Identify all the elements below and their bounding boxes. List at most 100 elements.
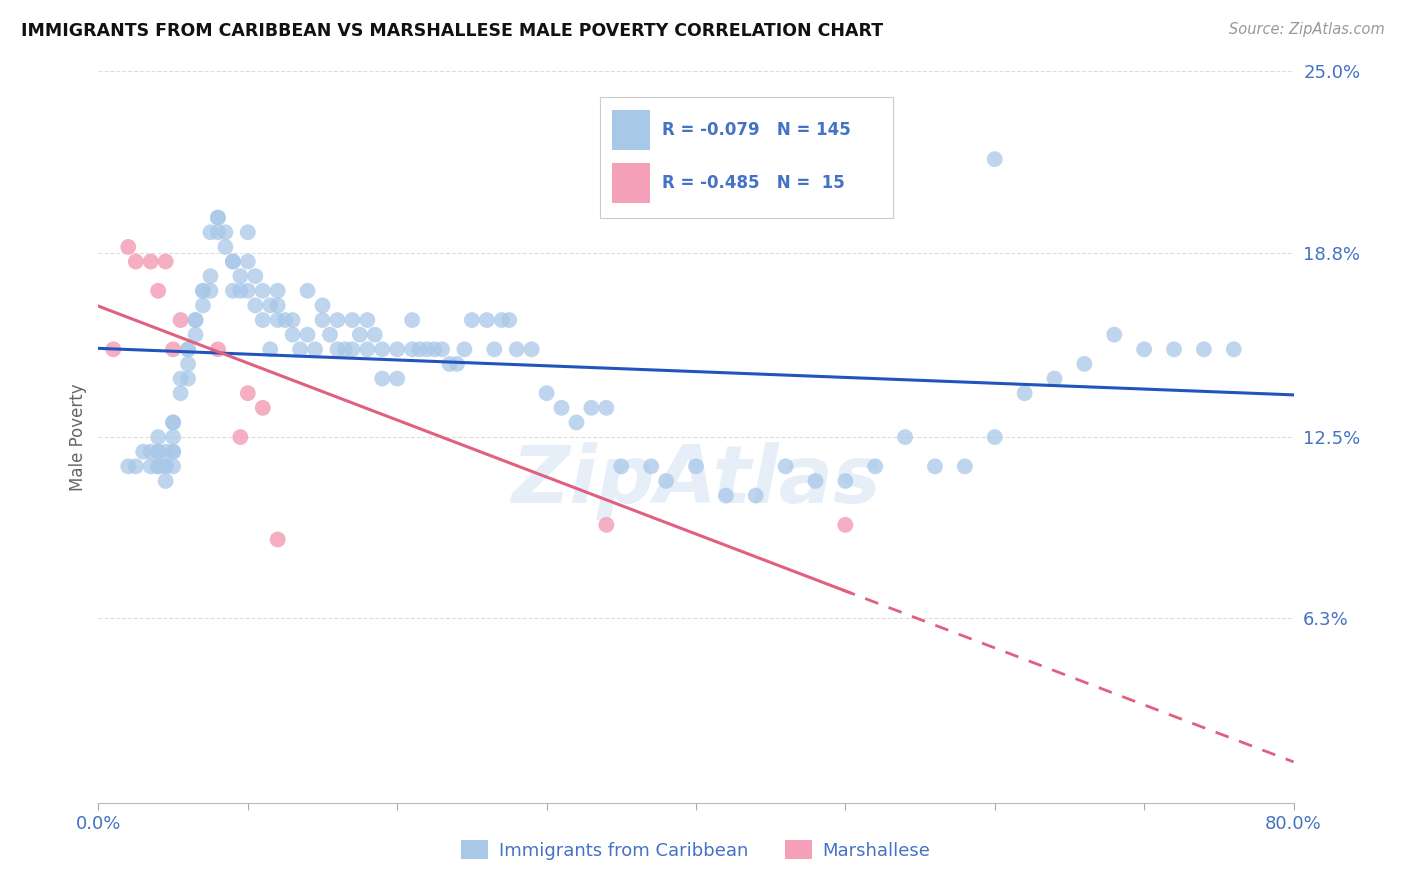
Point xyxy=(229,430,252,444)
Text: ZipAtlas: ZipAtlas xyxy=(510,442,882,520)
Point xyxy=(191,298,214,312)
Point xyxy=(385,371,409,385)
Point xyxy=(103,343,125,357)
Point xyxy=(148,444,170,458)
Point xyxy=(401,343,423,357)
Point xyxy=(416,343,439,357)
Point xyxy=(326,313,349,327)
Point xyxy=(177,371,200,385)
Point xyxy=(222,284,245,298)
Point xyxy=(236,254,259,268)
Point xyxy=(984,430,1007,444)
Point xyxy=(125,254,148,268)
Point xyxy=(155,254,177,268)
Point xyxy=(200,269,222,284)
Text: IMMIGRANTS FROM CARIBBEAN VS MARSHALLESE MALE POVERTY CORRELATION CHART: IMMIGRANTS FROM CARIBBEAN VS MARSHALLESE… xyxy=(21,22,883,40)
Point xyxy=(685,459,707,474)
Point xyxy=(177,343,200,357)
Point xyxy=(169,313,191,327)
Point xyxy=(117,459,139,474)
Point xyxy=(342,343,364,357)
Point xyxy=(1104,327,1126,342)
Point xyxy=(155,459,177,474)
Point xyxy=(297,284,319,298)
Point xyxy=(1163,343,1185,357)
Point xyxy=(342,313,364,327)
Point xyxy=(184,313,207,327)
Point xyxy=(274,313,297,327)
Point xyxy=(1133,343,1156,357)
Point xyxy=(924,459,946,474)
Point xyxy=(139,459,162,474)
Point xyxy=(491,313,513,327)
Point xyxy=(132,444,155,458)
Point xyxy=(953,459,976,474)
Point xyxy=(610,459,633,474)
Point xyxy=(1014,386,1036,401)
Point xyxy=(139,254,162,268)
Point xyxy=(498,313,520,327)
Point xyxy=(236,225,259,239)
Legend: Immigrants from Caribbean, Marshallese: Immigrants from Caribbean, Marshallese xyxy=(454,833,938,867)
Point xyxy=(1192,343,1215,357)
Point xyxy=(236,284,259,298)
Point xyxy=(595,401,617,415)
Point xyxy=(148,430,170,444)
Point xyxy=(288,343,311,357)
Point xyxy=(229,269,252,284)
Point xyxy=(446,357,468,371)
Point xyxy=(356,343,378,357)
Point xyxy=(430,343,453,357)
Point xyxy=(148,444,170,458)
Point xyxy=(565,416,588,430)
Text: Source: ZipAtlas.com: Source: ZipAtlas.com xyxy=(1229,22,1385,37)
Point xyxy=(423,343,446,357)
Point xyxy=(245,298,267,312)
Point xyxy=(162,444,184,458)
Point xyxy=(252,401,274,415)
Point xyxy=(865,181,887,195)
Point xyxy=(581,401,603,415)
Point xyxy=(834,517,856,532)
Point xyxy=(267,284,290,298)
Point xyxy=(252,313,274,327)
Point xyxy=(520,343,543,357)
Point xyxy=(148,459,170,474)
Point xyxy=(640,459,662,474)
Point xyxy=(655,474,678,488)
Point xyxy=(207,343,229,357)
Point xyxy=(311,313,333,327)
Point xyxy=(169,371,191,385)
Point xyxy=(177,343,200,357)
Point xyxy=(311,298,333,312)
Point xyxy=(333,343,356,357)
Point xyxy=(267,533,290,547)
Point xyxy=(536,386,558,401)
Point xyxy=(745,489,768,503)
Point xyxy=(304,343,326,357)
Point xyxy=(259,298,281,312)
Point xyxy=(894,430,917,444)
Point xyxy=(184,327,207,342)
Point xyxy=(453,343,475,357)
Point xyxy=(1043,371,1066,385)
Point xyxy=(1223,343,1246,357)
Point xyxy=(162,416,184,430)
Point xyxy=(408,343,430,357)
Point xyxy=(148,459,170,474)
Point xyxy=(184,313,207,327)
Point xyxy=(222,254,245,268)
Point xyxy=(484,343,506,357)
Point xyxy=(1073,357,1095,371)
Point xyxy=(177,357,200,371)
Point xyxy=(207,211,229,225)
Point xyxy=(775,459,797,474)
Point xyxy=(865,459,887,474)
Point xyxy=(834,474,856,488)
Point xyxy=(222,254,245,268)
Point xyxy=(169,386,191,401)
Point xyxy=(595,517,617,532)
Point xyxy=(214,225,236,239)
Point xyxy=(162,416,184,430)
Point xyxy=(297,327,319,342)
